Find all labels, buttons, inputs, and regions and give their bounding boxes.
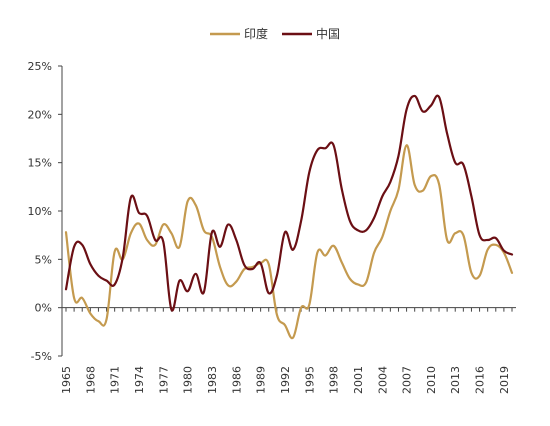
x-tick-label: 1986 — [230, 366, 243, 394]
series-line-india — [64, 144, 514, 340]
x-tick-label: 1992 — [279, 366, 292, 394]
legend-label-china: 中国 — [316, 26, 340, 41]
x-tick-label: 2010 — [425, 366, 438, 394]
x-tick-label: 2001 — [352, 366, 365, 394]
x-tick-label: 1983 — [206, 366, 219, 394]
x-tick-label: 2007 — [401, 366, 414, 394]
y-axis: -5% 0% 5% 10% 15% 20% 25% — [28, 60, 63, 363]
x-tick-label: 1971 — [109, 366, 122, 394]
y-tick-label: -5% — [31, 350, 52, 363]
x-tick-label: 1974 — [133, 366, 146, 394]
x-tick-label: 1965 — [60, 366, 73, 394]
x-tick-label: 1998 — [328, 366, 341, 394]
legend: 印度 中国 — [210, 26, 340, 41]
series-line-china — [64, 94, 514, 312]
x-tick-label: 2004 — [376, 366, 389, 394]
y-tick-label: 20% — [28, 108, 52, 121]
x-tick-label: 1989 — [255, 366, 268, 394]
legend-label-india: 印度 — [244, 26, 268, 41]
y-tick-label: 25% — [28, 60, 52, 73]
x-tick-label: 2016 — [474, 366, 487, 394]
x-tick-label: 1980 — [182, 366, 195, 394]
y-tick-label: 15% — [28, 157, 52, 170]
series-layer — [64, 94, 514, 340]
y-tick-label: 10% — [28, 205, 52, 218]
y-tick-label: 0% — [35, 302, 52, 315]
x-tick-label: 1995 — [303, 366, 316, 394]
y-tick-label: 5% — [35, 253, 52, 266]
x-tick-label: 1968 — [84, 366, 97, 394]
x-tick-label: 1977 — [157, 366, 170, 394]
x-tick-label: 2013 — [449, 366, 462, 394]
x-axis: 1965 1968 1971 1974 1977 1980 1983 1986 1989 1992… — [60, 307, 516, 394]
x-tick-label: 2019 — [498, 366, 511, 394]
